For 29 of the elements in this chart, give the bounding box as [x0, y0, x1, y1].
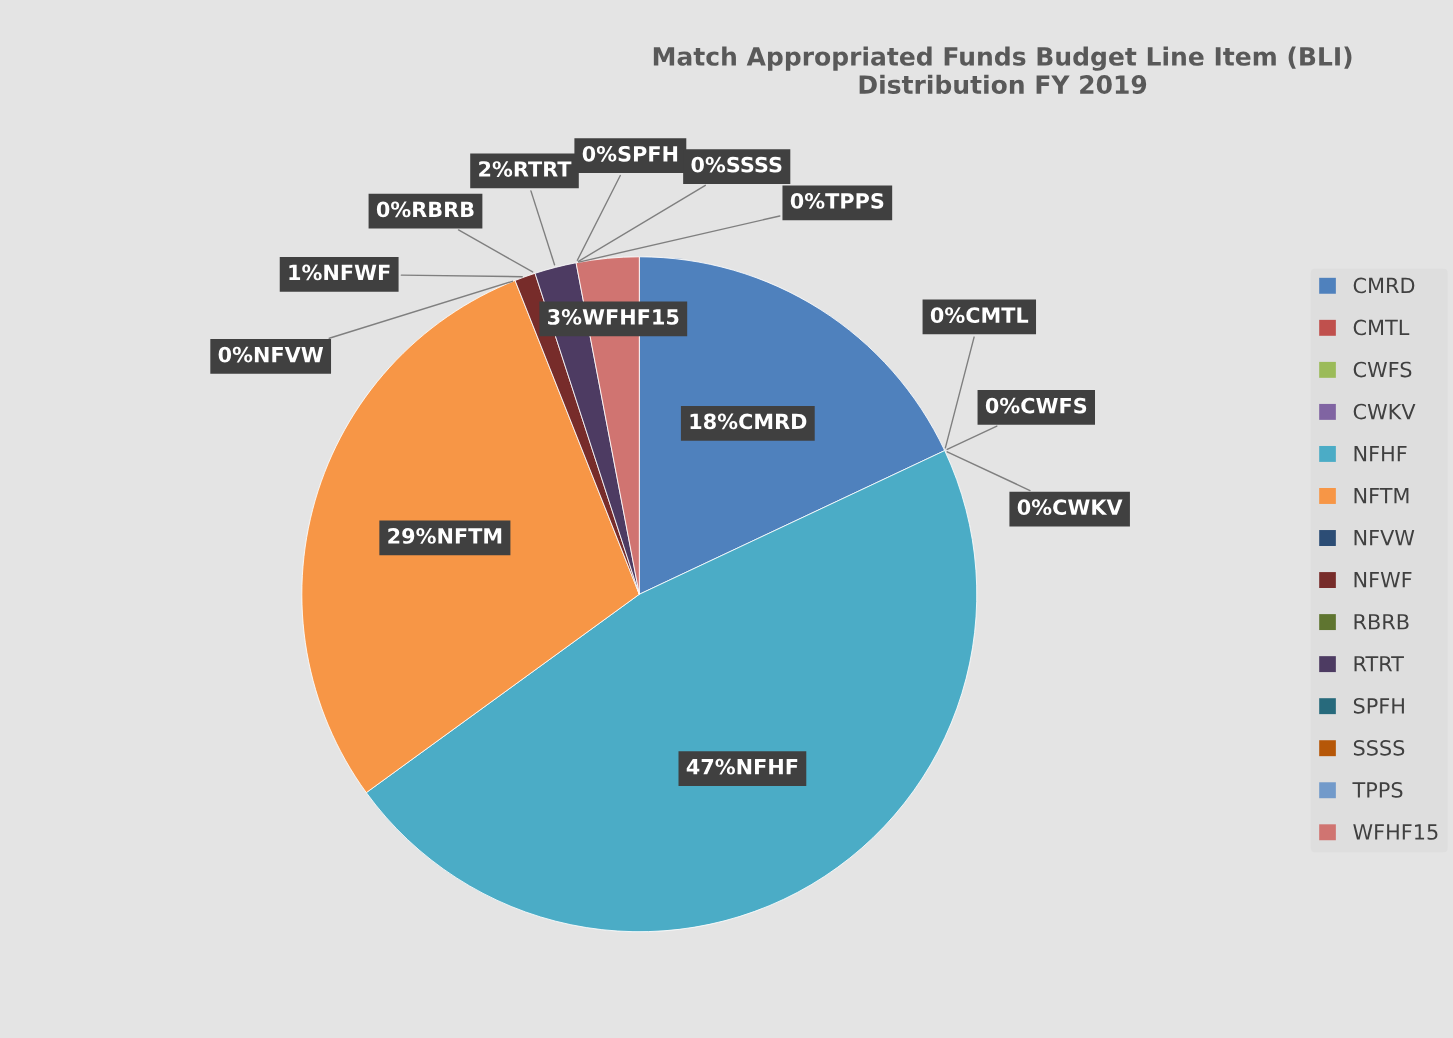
legend-label: CMTL	[1353, 319, 1410, 336]
data-label: 18%CMRD	[690, 413, 807, 430]
legend-label: NFVW	[1354, 530, 1415, 546]
text: 0%CMTL	[930, 307, 1029, 324]
data-label: 29%NFTM	[388, 528, 502, 544]
data-label: 47%NFHF	[686, 758, 798, 775]
text: 0%RBRB	[376, 201, 474, 218]
text: 0%CWKV	[1017, 499, 1123, 516]
legend-label: CWFS	[1353, 361, 1412, 378]
text: 0%NFVW	[218, 346, 324, 363]
data-label: 2%RTRT	[479, 161, 572, 177]
legend-label: SSSS	[1353, 739, 1405, 756]
legend-label: CMRD	[1353, 277, 1415, 294]
data-label: 3%WFHF15	[548, 309, 679, 325]
legend-label: CWKV	[1353, 403, 1416, 420]
chart-title: Match Appropriated Funds Budget Line Item (BLI) Distribution FY 2019	[653, 46, 1352, 95]
legend-label: WFHF15	[1353, 824, 1438, 840]
legend-label: NFTM	[1354, 488, 1409, 504]
legend-label: NFWF	[1354, 572, 1412, 588]
data-label: 1%NFWF	[289, 264, 390, 281]
text: 0%CWFS	[985, 397, 1087, 414]
legend-label: NFHF	[1354, 445, 1407, 462]
legend-label: RBRB	[1354, 614, 1409, 630]
text: 0%SSSS	[691, 156, 782, 173]
legend-label: TPPS	[1352, 782, 1403, 798]
text: 0%SPFH	[582, 145, 678, 162]
legend-label: RTRT	[1354, 656, 1404, 672]
legend-label: SPFH	[1353, 697, 1404, 714]
text: 0%TPPS	[790, 193, 884, 209]
